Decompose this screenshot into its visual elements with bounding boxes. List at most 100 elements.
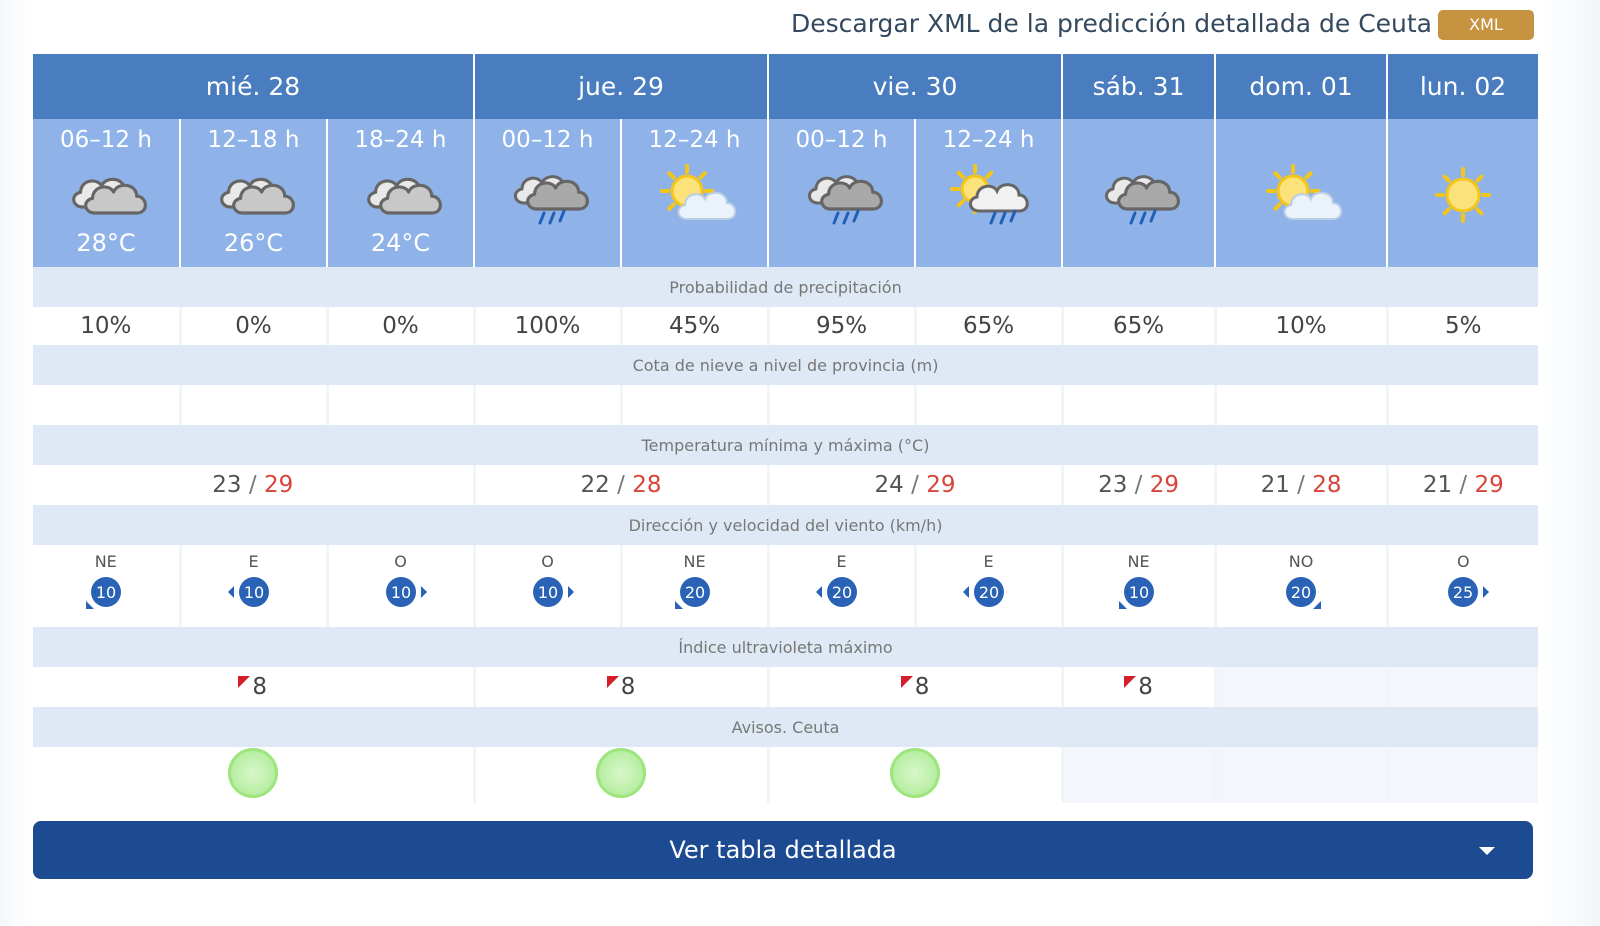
section-label-temperature: Temperatura mínima y máxima (°C): [33, 425, 1539, 465]
wind-cell: NE 10: [1060, 545, 1216, 627]
cloudy-icon: [72, 177, 147, 215]
precipitation-value: 65%: [913, 307, 1063, 345]
uv-value: 8: [914, 674, 930, 700]
section-label-snow: Cota de nieve a nivel de provincia (m): [33, 345, 1539, 385]
section-label-wind: Dirección y velocidad del viento (km/h): [33, 505, 1539, 545]
period-cell: 00–12 h: [473, 119, 621, 267]
uv-value-cell: [1213, 667, 1388, 707]
day-header: vie. 30: [767, 54, 1063, 119]
wind-cell: O 10: [325, 545, 474, 627]
temperature-min-max: 21 / 28: [1213, 465, 1388, 505]
snow-value: [913, 385, 1063, 425]
period-row: 06–12 h 28°C 12–18 h 26°C 18–24 h 24°C 0…: [33, 119, 1539, 267]
svg-text:20: 20: [978, 583, 998, 602]
wind-arrow-icon: 10: [85, 577, 121, 609]
uv-value: 8: [1138, 674, 1153, 700]
temperature-max: 28: [1312, 472, 1342, 498]
period-temperature: 28°C: [76, 229, 136, 257]
temperature-min-max: 23 / 29: [1060, 465, 1216, 505]
rain-cloud-icon: [1104, 175, 1180, 225]
partly-sunny-icon: [659, 164, 736, 220]
warning-cell: [33, 747, 474, 803]
period-label: 18–24 h: [354, 127, 447, 153]
uv-flag-icon: [606, 676, 619, 688]
day-header: sáb. 31: [1061, 54, 1216, 119]
wind-direction: NE: [1127, 552, 1150, 571]
warning-cell: [472, 747, 769, 803]
svg-text:20: 20: [684, 583, 704, 602]
precipitation-value: 100%: [472, 307, 621, 345]
temperature-max: 29: [1474, 472, 1504, 498]
xml-download-link[interactable]: Descargar XML de la predicción detallada…: [791, 9, 1432, 38]
warning-level-icon[interactable]: [596, 748, 646, 798]
period-label: 12–24 h: [942, 127, 1035, 153]
period-cell: 12–18 h 26°C: [179, 119, 327, 267]
wind-direction: O: [541, 552, 554, 571]
xml-button[interactable]: XML: [1438, 10, 1534, 40]
precipitation-value: 5%: [1385, 307, 1539, 345]
wind-arrow-icon: 20: [815, 577, 857, 607]
period-cell: 00–12 h: [767, 119, 916, 267]
temperature-max: 29: [263, 472, 294, 498]
forecast-table: mié. 28 jue. 29 vie. 30 sáb. 31 dom. 01 lun. …: [33, 54, 1539, 803]
uv-value-cell: 8: [766, 667, 1063, 707]
partly-sunny-icon: [1266, 164, 1343, 220]
period-cell: [1386, 119, 1539, 267]
precipitation-value: 10%: [1213, 307, 1388, 345]
period-label: 00–12 h: [501, 127, 594, 153]
forecast-table-wrapper: mié. 28 jue. 29 vie. 30 sáb. 31 dom. 01 lun. …: [33, 54, 1539, 803]
temperature-max: 28: [632, 472, 662, 498]
background-right: [1540, 0, 1600, 926]
uv-flag-icon: [900, 676, 913, 688]
period-temperature: 26°C: [223, 229, 284, 257]
period-label: 12–18 h: [207, 127, 300, 153]
svg-text:10: 10: [1128, 583, 1148, 602]
warning-level-icon[interactable]: [890, 748, 941, 798]
wind-direction: NO: [1288, 552, 1314, 571]
svg-text:20: 20: [831, 583, 851, 602]
warning-cell: [1213, 747, 1388, 803]
period-cell: 06–12 h 28°C: [33, 119, 180, 267]
snow-value: [178, 385, 327, 425]
period-cell: [1061, 119, 1216, 267]
uv-flag-icon: [1124, 676, 1137, 688]
period-temperature: 24°C: [370, 229, 431, 257]
day-header: lun. 02: [1386, 54, 1539, 119]
day-header: mié. 28: [33, 54, 474, 119]
section-label-warnings: Avisos. Ceuta: [33, 707, 1539, 747]
wind-direction: O: [1456, 552, 1470, 571]
temperature-min: 21: [1422, 472, 1453, 498]
wind-arrow-icon: 20: [1286, 577, 1322, 609]
warnings-row: [33, 747, 1539, 803]
snow-row: [33, 385, 1539, 425]
svg-text:10: 10: [390, 583, 410, 602]
temperature-min: 24: [874, 472, 904, 498]
wind-arrow-icon: 20: [962, 577, 1004, 607]
snow-value: [619, 385, 769, 425]
period-cell: 12–24 h: [914, 119, 1063, 267]
snow-value: [472, 385, 621, 425]
period-cell: 12–24 h: [619, 119, 769, 267]
chevron-down-icon: [1479, 847, 1495, 855]
temperature-min-max: 23 / 29: [33, 465, 474, 505]
svg-text:10: 10: [537, 583, 557, 602]
uv-value-cell: [1385, 667, 1539, 707]
temperature-min: 22: [580, 472, 610, 498]
period-label: 00–12 h: [795, 127, 888, 153]
detailed-table-button[interactable]: Ver tabla detallada: [33, 821, 1533, 879]
precipitation-value: 95%: [766, 307, 916, 345]
snow-value: [766, 385, 916, 425]
section-label-precipitation: Probabilidad de precipitación: [33, 267, 1539, 307]
detailed-table-label: Ver tabla detallada: [669, 836, 897, 864]
warning-level-icon[interactable]: [227, 748, 278, 798]
day-header: dom. 01: [1214, 54, 1388, 119]
snow-value: [1385, 385, 1539, 425]
rain-cloud-icon: [513, 175, 589, 225]
wind-direction: E: [836, 552, 847, 571]
warning-cell: [1060, 747, 1216, 803]
wind-cell: E 20: [766, 545, 916, 627]
svg-text:10: 10: [243, 583, 263, 602]
svg-text:10: 10: [96, 583, 116, 602]
temperature-min: 23: [212, 472, 242, 498]
precipitation-value: 65%: [1060, 307, 1216, 345]
